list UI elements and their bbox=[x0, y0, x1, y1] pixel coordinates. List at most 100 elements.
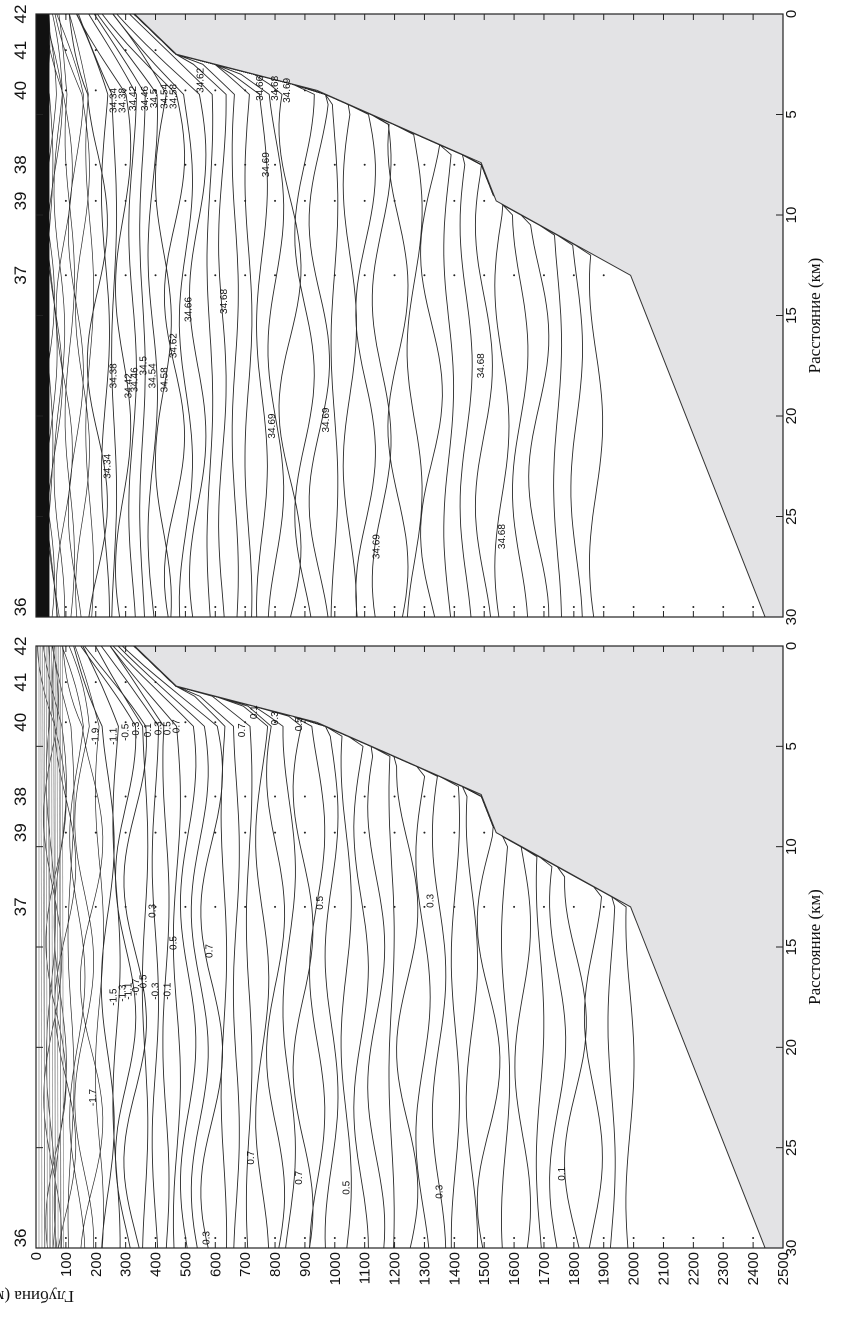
sample-point bbox=[154, 1236, 157, 1239]
sample-point bbox=[572, 905, 575, 908]
contour-line bbox=[133, 646, 352, 1248]
depth-axis bbox=[35, 14, 784, 617]
contour-line bbox=[76, 14, 110, 617]
sample-point bbox=[483, 199, 486, 202]
sample-point bbox=[184, 605, 187, 608]
sample-point bbox=[64, 274, 67, 277]
contour-line bbox=[133, 14, 239, 617]
distance-tick-label: 20 bbox=[783, 408, 800, 425]
distance-tick-label: 5 bbox=[783, 110, 800, 118]
sample-point bbox=[393, 274, 396, 277]
contour-line bbox=[69, 14, 94, 617]
sample-point bbox=[453, 905, 456, 908]
depth-tick-label: 2200 bbox=[685, 1252, 702, 1285]
sample-point bbox=[393, 1236, 396, 1239]
depth-tick-label: 1500 bbox=[476, 1252, 493, 1285]
plot-area: -1.7-1.5-1.3-1.1-0.7-0.5 -0.3 -0.10.30.50.… bbox=[37, 646, 783, 1248]
sample-point bbox=[274, 1236, 277, 1239]
sample-point bbox=[64, 605, 67, 608]
sample-point bbox=[64, 163, 67, 166]
sample-point bbox=[303, 1236, 306, 1239]
surface-isoline bbox=[45, 646, 48, 1248]
distance-tick-label: 20 bbox=[783, 1039, 800, 1056]
station-label: 39 bbox=[11, 823, 30, 842]
depth-tick-label: 300 bbox=[118, 1252, 135, 1277]
contour-label: -0.3 bbox=[131, 721, 142, 739]
sample-point bbox=[423, 831, 426, 834]
sample-point bbox=[363, 795, 366, 798]
sample-point bbox=[64, 831, 67, 834]
contour-label: 34.68 bbox=[497, 524, 508, 549]
depth-tick-label: 1300 bbox=[416, 1252, 433, 1285]
sample-point bbox=[184, 795, 187, 798]
sample-point bbox=[303, 274, 306, 277]
depth-tick-label: 1800 bbox=[566, 1252, 583, 1285]
depth-tick-label: 500 bbox=[177, 1252, 194, 1277]
sample-point bbox=[513, 274, 516, 277]
sample-point bbox=[124, 89, 127, 92]
contour-line bbox=[133, 14, 285, 617]
contour-label: 0.7 bbox=[246, 1150, 257, 1164]
sample-point bbox=[124, 1236, 127, 1239]
sample-point bbox=[363, 274, 366, 277]
sample-point bbox=[423, 199, 426, 202]
depth-tick-label: 1400 bbox=[446, 1252, 463, 1285]
contour-line bbox=[73, 646, 115, 1248]
sample-point bbox=[124, 681, 127, 684]
surface-isoline bbox=[56, 646, 59, 1248]
sample-point bbox=[453, 605, 456, 608]
contour-label: 34.46 bbox=[140, 85, 151, 110]
contour-label: 0.1 bbox=[557, 1166, 568, 1180]
sample-point bbox=[214, 163, 217, 166]
sample-point bbox=[124, 199, 127, 202]
contour-line bbox=[133, 646, 240, 1248]
distance-tick-label: 30 bbox=[783, 609, 800, 626]
surface-isoline bbox=[51, 646, 54, 1248]
sample-point bbox=[244, 163, 247, 166]
contour-label: 34.38 bbox=[118, 87, 129, 112]
contour-label: -1.1 bbox=[109, 727, 120, 745]
contour-label: 34.58 bbox=[168, 83, 179, 108]
sample-point bbox=[184, 1236, 187, 1239]
sample-point bbox=[244, 831, 247, 834]
contour-label: 34.62 bbox=[195, 67, 206, 92]
contour-label: 34.69 bbox=[282, 77, 293, 102]
contour-label: 34.69 bbox=[267, 413, 278, 438]
contour-line bbox=[76, 14, 132, 617]
sample-point bbox=[453, 199, 456, 202]
sample-point bbox=[542, 905, 545, 908]
depth-tick-label: 1600 bbox=[506, 1252, 523, 1285]
sample-point bbox=[632, 1236, 635, 1239]
contour-label: 34.5 bbox=[139, 356, 150, 376]
depth-axis: 0 100 200 300 400 500 600 700 800 900 1000 1100 1200… bbox=[28, 646, 792, 1285]
contour-line bbox=[112, 14, 193, 617]
distance-tick-label: 30 bbox=[783, 1240, 800, 1257]
sample-point bbox=[214, 721, 217, 724]
sample-point bbox=[423, 1236, 426, 1239]
contour-line bbox=[112, 646, 197, 1248]
contour-label: 34.34 bbox=[103, 453, 114, 478]
sample-point bbox=[154, 721, 157, 724]
sample-point bbox=[94, 795, 97, 798]
contour-label: -1.7 bbox=[88, 1088, 99, 1106]
sample-point bbox=[184, 199, 187, 202]
sample-point bbox=[154, 49, 157, 52]
sample-point bbox=[244, 905, 247, 908]
sample-point bbox=[124, 795, 127, 798]
contour-label: 34.66 bbox=[183, 297, 194, 322]
sample-point bbox=[363, 831, 366, 834]
contour-line bbox=[52, 14, 66, 617]
depth-tick-label: 1700 bbox=[536, 1252, 553, 1285]
distance-tick-label: 15 bbox=[783, 939, 800, 956]
sample-point bbox=[94, 199, 97, 202]
sample-point bbox=[184, 721, 187, 724]
contour-label: 34.34 bbox=[109, 87, 120, 112]
sample-point bbox=[722, 605, 725, 608]
contour-line bbox=[133, 646, 369, 1248]
sample-point bbox=[244, 1236, 247, 1239]
sample-point bbox=[513, 1236, 516, 1239]
sample-point bbox=[423, 163, 426, 166]
sample-point bbox=[692, 1236, 695, 1239]
